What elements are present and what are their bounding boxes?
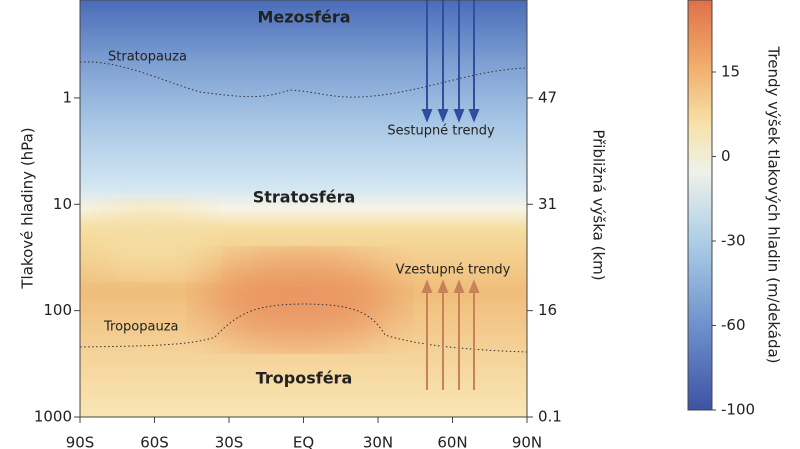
annotation: Vzestupné trendy bbox=[396, 263, 511, 278]
colorbar-tick-label: -60 bbox=[721, 316, 746, 334]
y2-axis-title: Přibližná výška (km) bbox=[590, 129, 608, 280]
y-tick-label: 1000 bbox=[34, 408, 72, 426]
y-tick-label: 10 bbox=[53, 195, 72, 213]
x-tick-label: 60S bbox=[140, 434, 169, 449]
y2-tick-label: 47 bbox=[538, 88, 557, 106]
x-tick-label: 60N bbox=[437, 434, 467, 449]
colorbar-tick-label: 15 bbox=[721, 63, 740, 81]
y-axis-title: Tlakové hladiny (hPa) bbox=[19, 127, 37, 289]
annotation: Sestupné trendy bbox=[387, 124, 495, 139]
y-tick-label: 1 bbox=[62, 88, 72, 106]
colorbar-tick-label: -100 bbox=[721, 401, 755, 419]
y2-tick-label: 16 bbox=[538, 301, 557, 319]
annotation: Mezosféra bbox=[257, 8, 350, 27]
annotation: Tropopauza bbox=[103, 320, 179, 335]
colorbar-tick-label: -30 bbox=[721, 232, 746, 250]
field bbox=[80, 0, 527, 417]
x-tick-label: 90N bbox=[512, 434, 542, 449]
annotation: Troposféra bbox=[256, 369, 353, 388]
y-tick-label: 100 bbox=[43, 301, 72, 319]
x-tick-label: 90S bbox=[66, 434, 95, 449]
annotation: Stratopauza bbox=[108, 50, 187, 65]
x-tick-label: EQ bbox=[293, 434, 314, 449]
annotation: Stratosféra bbox=[253, 188, 356, 207]
y2-tick-label: 0.1 bbox=[538, 408, 562, 426]
colorbar-tick-label: 0 bbox=[721, 147, 731, 165]
x-tick-label: 30N bbox=[363, 434, 393, 449]
colorbar bbox=[687, 0, 713, 411]
x-tick-label: 30S bbox=[215, 434, 244, 449]
y2-tick-label: 31 bbox=[538, 195, 557, 213]
colorbar-title: Trendy výšek tlakových hladin (m/dekáda) bbox=[765, 45, 783, 363]
